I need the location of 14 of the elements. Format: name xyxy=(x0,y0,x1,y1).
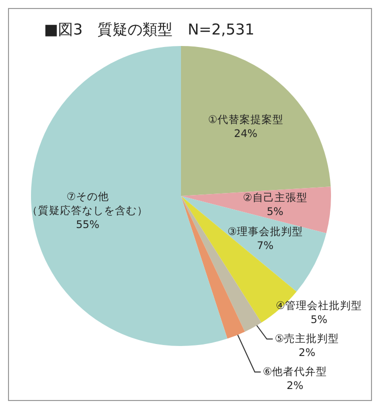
slice-label: ①代替案提案型 xyxy=(208,113,284,126)
data-label: 7% xyxy=(256,240,274,252)
data-label: 5% xyxy=(266,206,284,218)
data-label: 5% xyxy=(310,314,328,326)
chart-title: ■図3 質疑の類型 N=2,531 xyxy=(44,20,254,38)
data-label: 55% xyxy=(76,218,100,231)
slice-label: ⑤売主批判型 xyxy=(274,332,340,345)
data-label: 24% xyxy=(234,128,258,140)
slice-label: ②自己主張型 xyxy=(242,190,308,204)
data-label: 2% xyxy=(298,347,316,359)
slice-label: ⑦その他（質疑応答なしを含む） xyxy=(27,190,148,217)
slice-label: ③理事会批判型 xyxy=(227,224,303,238)
slice-label: ⑥他者代弁型 xyxy=(262,365,328,378)
data-label: 2% xyxy=(286,380,304,392)
